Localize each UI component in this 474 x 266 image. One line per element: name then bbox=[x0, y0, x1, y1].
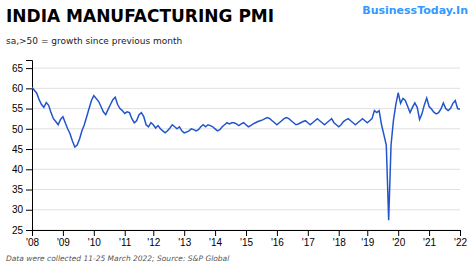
tick: '21 bbox=[423, 230, 436, 248]
tick: 30 bbox=[12, 204, 32, 215]
tick: 25 bbox=[12, 225, 32, 236]
tick-label: '17 bbox=[302, 237, 315, 248]
tick-mark bbox=[277, 230, 278, 236]
tick-label: '11 bbox=[119, 237, 132, 248]
tick-label: '09 bbox=[57, 237, 70, 248]
tick-mark bbox=[367, 230, 368, 236]
tick-label: '14 bbox=[209, 237, 222, 248]
tick-label: '10 bbox=[88, 237, 101, 248]
tick-mark bbox=[26, 210, 32, 211]
tick-label: 65 bbox=[12, 63, 24, 74]
tick: 55 bbox=[12, 103, 32, 114]
tick-mark bbox=[184, 230, 185, 236]
tick-mark bbox=[26, 190, 32, 191]
line bbox=[32, 87, 460, 220]
tick-label: '12 bbox=[147, 237, 160, 248]
tick-mark bbox=[460, 230, 461, 236]
footnote: Data were collected 11-25 March 2022; So… bbox=[6, 254, 230, 263]
tick: '15 bbox=[240, 230, 253, 248]
tick: '10 bbox=[88, 230, 101, 248]
tick-label: '20 bbox=[392, 237, 405, 248]
axis-line bbox=[26, 61, 33, 231]
tick: '20 bbox=[392, 230, 405, 248]
tick: '12 bbox=[147, 230, 160, 248]
tick: '17 bbox=[302, 230, 315, 248]
grid-line bbox=[32, 88, 460, 89]
tick: 65 bbox=[12, 63, 32, 74]
tick-label: 35 bbox=[12, 184, 24, 195]
grid-line bbox=[32, 169, 460, 170]
tick-mark bbox=[26, 169, 32, 170]
tick: '13 bbox=[178, 230, 191, 248]
tick: 50 bbox=[12, 124, 32, 135]
chart: INDIA MANUFACTURING PMI sa,>50 = growth s… bbox=[0, 0, 474, 266]
tick: '14 bbox=[209, 230, 222, 248]
grid-line bbox=[32, 128, 460, 129]
tick-label: '13 bbox=[178, 237, 191, 248]
tick-label: 50 bbox=[12, 124, 24, 135]
tick-mark bbox=[32, 230, 33, 236]
x-axis: '08 '09 '10 '11 '12 '13 '14 '15 '16 '17 '18 '19 '20 '… bbox=[26, 230, 467, 248]
tick-label: '22 bbox=[454, 237, 467, 248]
tick: '08 bbox=[26, 230, 39, 248]
tick-mark bbox=[26, 129, 32, 130]
plot: 253035404550556065'08'09'10'11'12'13'14'… bbox=[12, 61, 468, 249]
title: INDIA MANUFACTURING PMI bbox=[6, 6, 274, 26]
tick: 40 bbox=[12, 164, 32, 175]
tick-label: '19 bbox=[361, 237, 374, 248]
tick: 45 bbox=[12, 144, 32, 155]
axis-line bbox=[33, 231, 461, 237]
tick: '11 bbox=[119, 230, 132, 248]
tick-label: 25 bbox=[12, 225, 24, 236]
grid-line bbox=[32, 189, 460, 190]
tick-mark bbox=[26, 88, 32, 89]
tick-label: 55 bbox=[12, 103, 24, 114]
tick-label: 60 bbox=[12, 83, 24, 94]
grid bbox=[32, 68, 460, 230]
tick-label: '16 bbox=[271, 237, 284, 248]
tick-mark bbox=[63, 230, 64, 236]
grid-line bbox=[32, 149, 460, 150]
tick: 60 bbox=[12, 83, 32, 94]
subtitle: sa,>50 = growth since previous month bbox=[6, 36, 182, 46]
tick-mark bbox=[398, 230, 399, 236]
tick-mark bbox=[26, 68, 32, 69]
tick-mark bbox=[308, 230, 309, 236]
tick-mark bbox=[429, 230, 430, 236]
tick-mark bbox=[153, 230, 154, 236]
watermark: BusinessToday.In bbox=[362, 4, 468, 17]
tick-label: '21 bbox=[423, 237, 436, 248]
tick: '18 bbox=[333, 230, 346, 248]
tick-mark bbox=[215, 230, 216, 236]
grid-line bbox=[32, 209, 460, 210]
tick-label: '15 bbox=[240, 237, 253, 248]
tick-mark bbox=[26, 230, 32, 231]
tick-label: 30 bbox=[12, 204, 24, 215]
tick-label: '18 bbox=[333, 237, 346, 248]
tick-mark bbox=[94, 230, 95, 236]
grid-line bbox=[32, 68, 460, 69]
tick-label: '08 bbox=[26, 237, 39, 248]
tick-mark bbox=[125, 230, 126, 236]
tick-mark bbox=[246, 230, 247, 236]
tick-mark bbox=[339, 230, 340, 236]
tick: '09 bbox=[57, 230, 70, 248]
marks bbox=[32, 87, 460, 220]
tick-mark bbox=[26, 109, 32, 110]
y-axis: 25 30 35 40 45 50 55 60 65 bbox=[12, 61, 33, 236]
tick-mark bbox=[26, 149, 32, 150]
tick: '22 bbox=[454, 230, 467, 248]
tick: 35 bbox=[12, 184, 32, 195]
tick: '19 bbox=[361, 230, 374, 248]
tick-label: 45 bbox=[12, 144, 24, 155]
tick-label: 40 bbox=[12, 164, 24, 175]
tick: '16 bbox=[271, 230, 284, 248]
